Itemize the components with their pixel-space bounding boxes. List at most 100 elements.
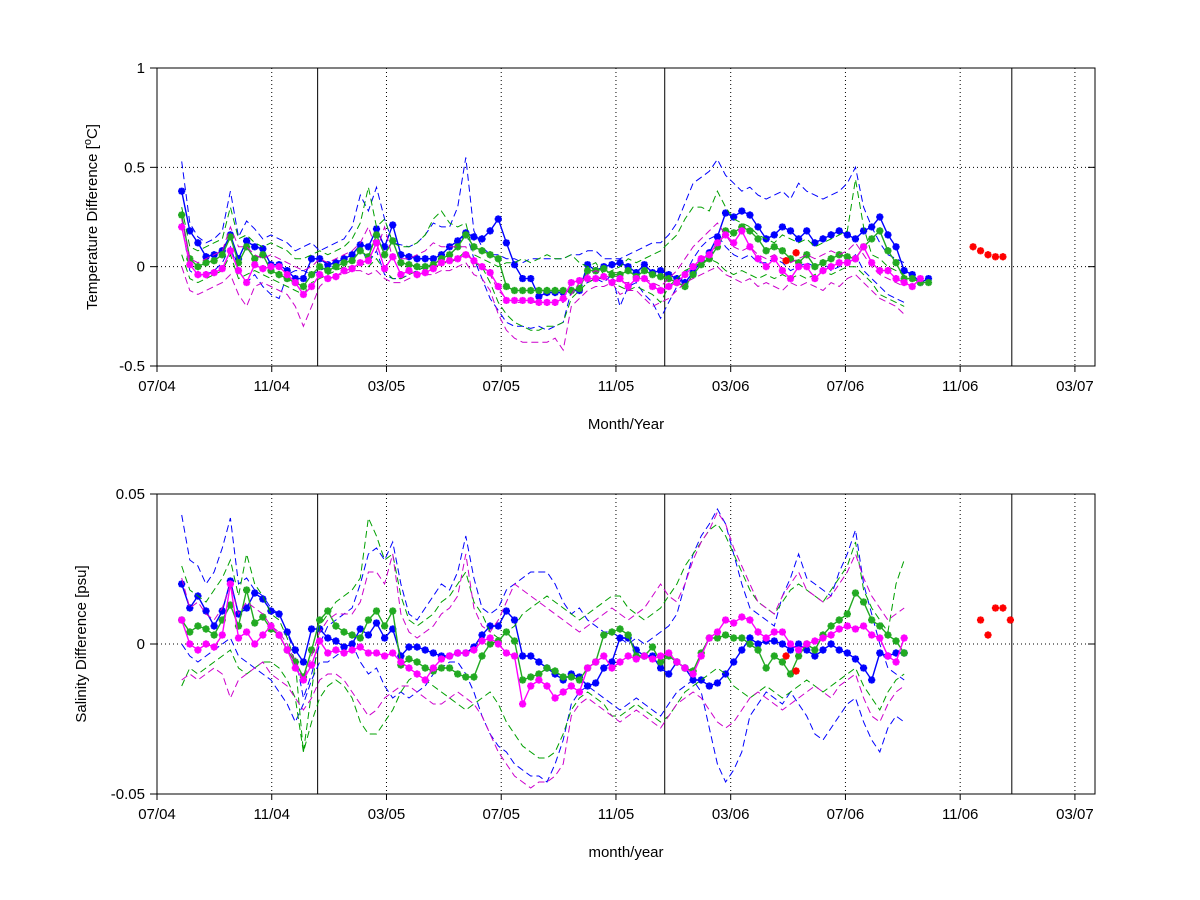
data-point-series-9-center: [784, 258, 788, 263]
data-point-series-2-center: [878, 651, 882, 655]
data-point-series-5-center: [488, 252, 492, 257]
x-tick-label: 03/07: [1056, 806, 1094, 823]
data-point-series-2-center: [666, 672, 671, 676]
data-point-series-8-center: [650, 657, 655, 661]
data-point-series-2-center: [382, 245, 387, 249]
data-point-series-5-center: [512, 639, 517, 643]
data-point-series-8-center: [780, 630, 785, 634]
data-point-series-8-center: [382, 266, 387, 271]
data-point-series-2-center: [496, 217, 501, 221]
data-point-series-8-center: [358, 260, 363, 265]
data-point-series-8-center: [772, 256, 777, 261]
data-point-series-8-center: [691, 672, 695, 676]
data-point-series-5-center: [853, 591, 858, 595]
data-point-series-2-center: [212, 624, 216, 628]
data-point-series-8-center: [423, 678, 428, 682]
data-point-series-5-center: [610, 630, 614, 634]
data-point-series-8-center: [187, 642, 192, 646]
data-point-series-5-center: [837, 618, 842, 622]
data-point-series-8-center: [252, 262, 257, 267]
data-point-series-5-center: [764, 666, 768, 670]
data-point-series-8-center: [715, 630, 720, 634]
data-point-series-2-center: [537, 660, 541, 664]
data-point-series-5-center: [650, 645, 655, 649]
data-point-series-2-center: [431, 256, 436, 261]
data-point-series-8-center: [634, 657, 639, 661]
data-point-series-2-center: [520, 654, 525, 658]
data-point-series-8-center: [699, 654, 704, 658]
data-point-series-8-center: [545, 684, 549, 688]
data-point-series-5-center: [504, 630, 509, 634]
data-point-series-2-center: [488, 624, 492, 628]
data-point-series-8-center: [463, 252, 468, 257]
data-point-series-8-center: [334, 648, 338, 652]
data-point-series-2-center: [780, 642, 785, 646]
data-point-series-8-center: [537, 678, 541, 682]
data-point-series-2-center: [642, 262, 647, 267]
data-point-series-8-center: [585, 666, 590, 670]
data-point-series-2-center: [390, 627, 395, 631]
y-axis-label: Temperature Difference [oC]: [82, 124, 101, 310]
data-point-series-2-center: [293, 648, 298, 652]
data-point-series-5-center: [764, 248, 768, 253]
data-point-series-8-center: [764, 636, 768, 640]
data-point-series-5-center: [561, 675, 566, 679]
data-point-series-5-center: [658, 274, 663, 279]
y-axis-label-unit: C]: [84, 124, 101, 139]
data-point-series-2-center: [894, 651, 898, 655]
data-point-series-5-center: [845, 612, 850, 616]
data-point-series-8-center: [301, 678, 306, 682]
data-point-series-5-center: [528, 288, 533, 293]
data-point-series-5-center: [577, 286, 582, 291]
data-point-series-8-center: [756, 256, 760, 261]
data-point-series-8-center: [204, 642, 208, 646]
data-point-series-2-center: [399, 252, 403, 257]
data-point-series-8-center: [788, 642, 793, 646]
data-point-series-5-center: [439, 666, 444, 670]
data-point-series-8-center: [220, 633, 225, 637]
data-point-series-8-center: [285, 272, 290, 277]
y-tick-label: 0: [137, 636, 145, 653]
data-point-series-5-center: [561, 288, 566, 293]
data-point-series-8-center: [196, 648, 200, 652]
data-point-series-5-center: [926, 280, 931, 285]
data-point-series-8-center: [407, 666, 411, 670]
data-point-series-8-center: [277, 633, 281, 637]
data-point-series-2-center: [415, 256, 419, 261]
data-point-series-5-center: [512, 288, 517, 293]
data-point-series-5-center: [626, 268, 630, 273]
data-point-series-5-center: [772, 654, 777, 658]
data-point-series-5-center: [869, 237, 874, 241]
data-point-series-5-center: [610, 272, 614, 277]
data-point-series-2-center: [285, 630, 290, 634]
data-point-series-5-center: [317, 618, 322, 622]
data-point-series-2-center: [179, 189, 184, 193]
data-point-series-5-center: [813, 264, 817, 269]
data-point-series-5-center: [577, 678, 582, 682]
data-point-series-8-center: [187, 262, 192, 267]
data-point-series-5-center: [731, 231, 736, 235]
data-point-series-2-center: [780, 225, 785, 229]
data-point-series-8-center: [756, 630, 760, 634]
data-point-series-5-center: [504, 284, 509, 289]
data-point-series-8-center: [642, 654, 647, 658]
data-point-series-2-center: [261, 246, 265, 251]
data-point-series-8-center: [878, 636, 882, 640]
data-point-series-2-center: [618, 260, 622, 265]
data-point-series-8-center: [317, 639, 322, 643]
x-tick-label: 07/06: [827, 806, 865, 823]
data-point-series-5-center: [187, 630, 192, 634]
series-line-0: [181, 507, 905, 700]
data-point-series-8-center: [374, 651, 379, 655]
data-point-series-2-center: [390, 223, 395, 227]
data-point-series-8-center: [244, 630, 249, 634]
data-point-series-8-center: [447, 258, 452, 263]
data-point-series-9-center: [978, 618, 983, 622]
x-tick-label: 07/04: [138, 378, 176, 395]
data-point-series-2-center: [610, 262, 614, 267]
data-point-series-5-center: [715, 636, 720, 640]
data-point-series-8-center: [325, 276, 330, 281]
data-point-series-2-center: [512, 618, 517, 622]
data-point-series-8-center: [269, 264, 273, 269]
data-point-series-5-center: [902, 651, 906, 655]
